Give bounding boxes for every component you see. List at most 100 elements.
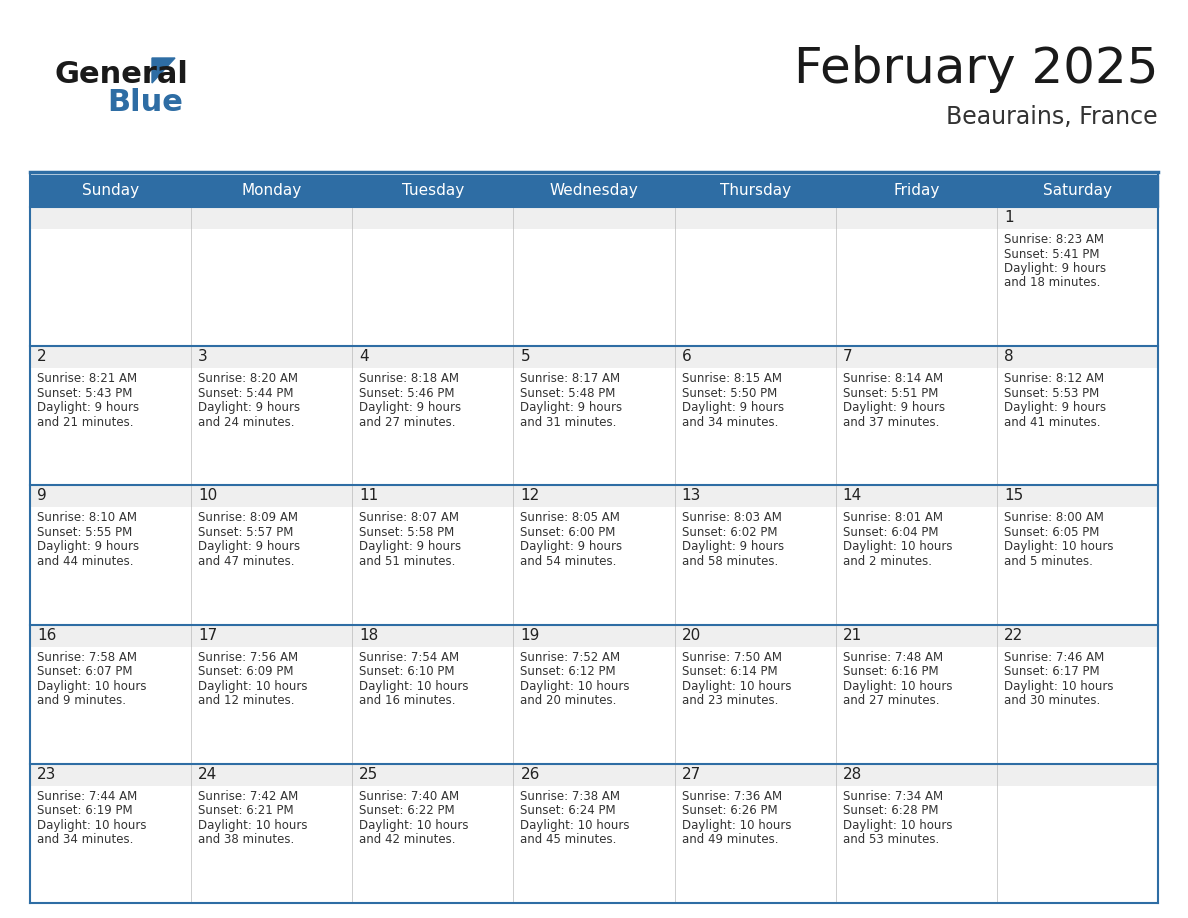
Text: Daylight: 9 hours: Daylight: 9 hours xyxy=(1004,262,1106,275)
Text: and 27 minutes.: and 27 minutes. xyxy=(842,694,940,707)
Bar xyxy=(30,175,1158,207)
Bar xyxy=(191,346,353,368)
Text: 4: 4 xyxy=(359,349,369,364)
Text: Daylight: 9 hours: Daylight: 9 hours xyxy=(682,541,784,554)
Text: Sunset: 5:41 PM: Sunset: 5:41 PM xyxy=(1004,248,1099,261)
Text: and 23 minutes.: and 23 minutes. xyxy=(682,694,778,707)
Text: Sunrise: 8:17 AM: Sunrise: 8:17 AM xyxy=(520,372,620,386)
Text: 14: 14 xyxy=(842,488,862,503)
Text: 9: 9 xyxy=(37,488,46,503)
Text: Sunset: 6:16 PM: Sunset: 6:16 PM xyxy=(842,666,939,678)
Text: Sunset: 6:21 PM: Sunset: 6:21 PM xyxy=(198,804,293,817)
Bar xyxy=(675,764,835,903)
Text: Daylight: 9 hours: Daylight: 9 hours xyxy=(198,401,301,414)
Text: and 38 minutes.: and 38 minutes. xyxy=(198,834,295,846)
Bar xyxy=(353,207,513,346)
Text: Sunset: 6:10 PM: Sunset: 6:10 PM xyxy=(359,666,455,678)
Text: 11: 11 xyxy=(359,488,379,503)
Text: Sunset: 6:17 PM: Sunset: 6:17 PM xyxy=(1004,666,1099,678)
Bar xyxy=(997,764,1158,786)
Bar xyxy=(30,207,191,346)
Bar xyxy=(835,764,997,786)
Text: Sunset: 6:14 PM: Sunset: 6:14 PM xyxy=(682,666,777,678)
Bar xyxy=(835,764,997,903)
Bar xyxy=(513,764,675,903)
Text: Sunset: 5:51 PM: Sunset: 5:51 PM xyxy=(842,386,939,399)
Text: Sunrise: 8:03 AM: Sunrise: 8:03 AM xyxy=(682,511,782,524)
Text: Sunset: 6:00 PM: Sunset: 6:00 PM xyxy=(520,526,615,539)
Bar xyxy=(191,346,353,486)
Text: Sunrise: 8:01 AM: Sunrise: 8:01 AM xyxy=(842,511,943,524)
Text: Sunrise: 8:20 AM: Sunrise: 8:20 AM xyxy=(198,372,298,386)
Bar xyxy=(997,207,1158,346)
Text: 7: 7 xyxy=(842,349,852,364)
Text: Sunrise: 8:14 AM: Sunrise: 8:14 AM xyxy=(842,372,943,386)
Bar xyxy=(675,624,835,764)
Text: Sunrise: 7:46 AM: Sunrise: 7:46 AM xyxy=(1004,651,1104,664)
Text: and 47 minutes.: and 47 minutes. xyxy=(198,554,295,568)
Text: Sunset: 6:28 PM: Sunset: 6:28 PM xyxy=(842,804,939,817)
Bar xyxy=(30,486,191,508)
Text: Monday: Monday xyxy=(241,184,302,198)
Text: 25: 25 xyxy=(359,767,379,782)
Text: 28: 28 xyxy=(842,767,862,782)
Text: Sunrise: 8:09 AM: Sunrise: 8:09 AM xyxy=(198,511,298,524)
Bar xyxy=(513,486,675,508)
Text: Sunset: 5:43 PM: Sunset: 5:43 PM xyxy=(37,386,132,399)
Text: Sunset: 6:12 PM: Sunset: 6:12 PM xyxy=(520,666,617,678)
Text: Tuesday: Tuesday xyxy=(402,184,465,198)
Text: Sunrise: 8:21 AM: Sunrise: 8:21 AM xyxy=(37,372,137,386)
Text: and 21 minutes.: and 21 minutes. xyxy=(37,416,133,429)
Bar xyxy=(835,486,997,508)
Text: Sunset: 6:19 PM: Sunset: 6:19 PM xyxy=(37,804,133,817)
Text: and 18 minutes.: and 18 minutes. xyxy=(1004,276,1100,289)
Text: Daylight: 10 hours: Daylight: 10 hours xyxy=(1004,679,1113,692)
Bar xyxy=(513,207,675,229)
Bar xyxy=(997,486,1158,508)
Text: Sunrise: 8:10 AM: Sunrise: 8:10 AM xyxy=(37,511,137,524)
Bar xyxy=(997,486,1158,624)
Text: Daylight: 10 hours: Daylight: 10 hours xyxy=(682,819,791,832)
Text: and 16 minutes.: and 16 minutes. xyxy=(359,694,456,707)
Text: Daylight: 9 hours: Daylight: 9 hours xyxy=(682,401,784,414)
Bar xyxy=(997,764,1158,903)
Bar xyxy=(191,624,353,764)
Text: and 58 minutes.: and 58 minutes. xyxy=(682,554,778,568)
Bar xyxy=(191,207,353,346)
Bar xyxy=(191,486,353,508)
Text: Sunrise: 7:48 AM: Sunrise: 7:48 AM xyxy=(842,651,943,664)
Text: 1: 1 xyxy=(1004,210,1013,225)
Bar xyxy=(675,207,835,346)
Text: and 20 minutes.: and 20 minutes. xyxy=(520,694,617,707)
Text: 8: 8 xyxy=(1004,349,1013,364)
Text: 3: 3 xyxy=(198,349,208,364)
Text: and 31 minutes.: and 31 minutes. xyxy=(520,416,617,429)
Text: Daylight: 10 hours: Daylight: 10 hours xyxy=(37,679,146,692)
Text: Sunrise: 8:23 AM: Sunrise: 8:23 AM xyxy=(1004,233,1104,246)
Text: Sunset: 6:26 PM: Sunset: 6:26 PM xyxy=(682,804,777,817)
Bar xyxy=(835,346,997,368)
Bar xyxy=(353,207,513,229)
Bar xyxy=(513,346,675,368)
Text: and 53 minutes.: and 53 minutes. xyxy=(842,834,939,846)
Text: and 54 minutes.: and 54 minutes. xyxy=(520,554,617,568)
Text: Daylight: 9 hours: Daylight: 9 hours xyxy=(198,541,301,554)
Text: and 27 minutes.: and 27 minutes. xyxy=(359,416,456,429)
Text: Daylight: 9 hours: Daylight: 9 hours xyxy=(842,401,944,414)
Text: Daylight: 9 hours: Daylight: 9 hours xyxy=(520,541,623,554)
Text: Blue: Blue xyxy=(107,88,183,117)
Bar xyxy=(835,624,997,764)
Text: Sunrise: 8:05 AM: Sunrise: 8:05 AM xyxy=(520,511,620,524)
Bar xyxy=(30,486,191,624)
Bar xyxy=(191,764,353,786)
Bar xyxy=(675,764,835,786)
Text: Sunset: 6:07 PM: Sunset: 6:07 PM xyxy=(37,666,133,678)
Text: 5: 5 xyxy=(520,349,530,364)
Bar xyxy=(191,764,353,903)
Text: Sunrise: 7:36 AM: Sunrise: 7:36 AM xyxy=(682,789,782,803)
Text: and 24 minutes.: and 24 minutes. xyxy=(198,416,295,429)
Text: and 30 minutes.: and 30 minutes. xyxy=(1004,694,1100,707)
Text: Sunrise: 8:18 AM: Sunrise: 8:18 AM xyxy=(359,372,460,386)
Text: Daylight: 9 hours: Daylight: 9 hours xyxy=(37,541,139,554)
Text: Sunset: 5:50 PM: Sunset: 5:50 PM xyxy=(682,386,777,399)
